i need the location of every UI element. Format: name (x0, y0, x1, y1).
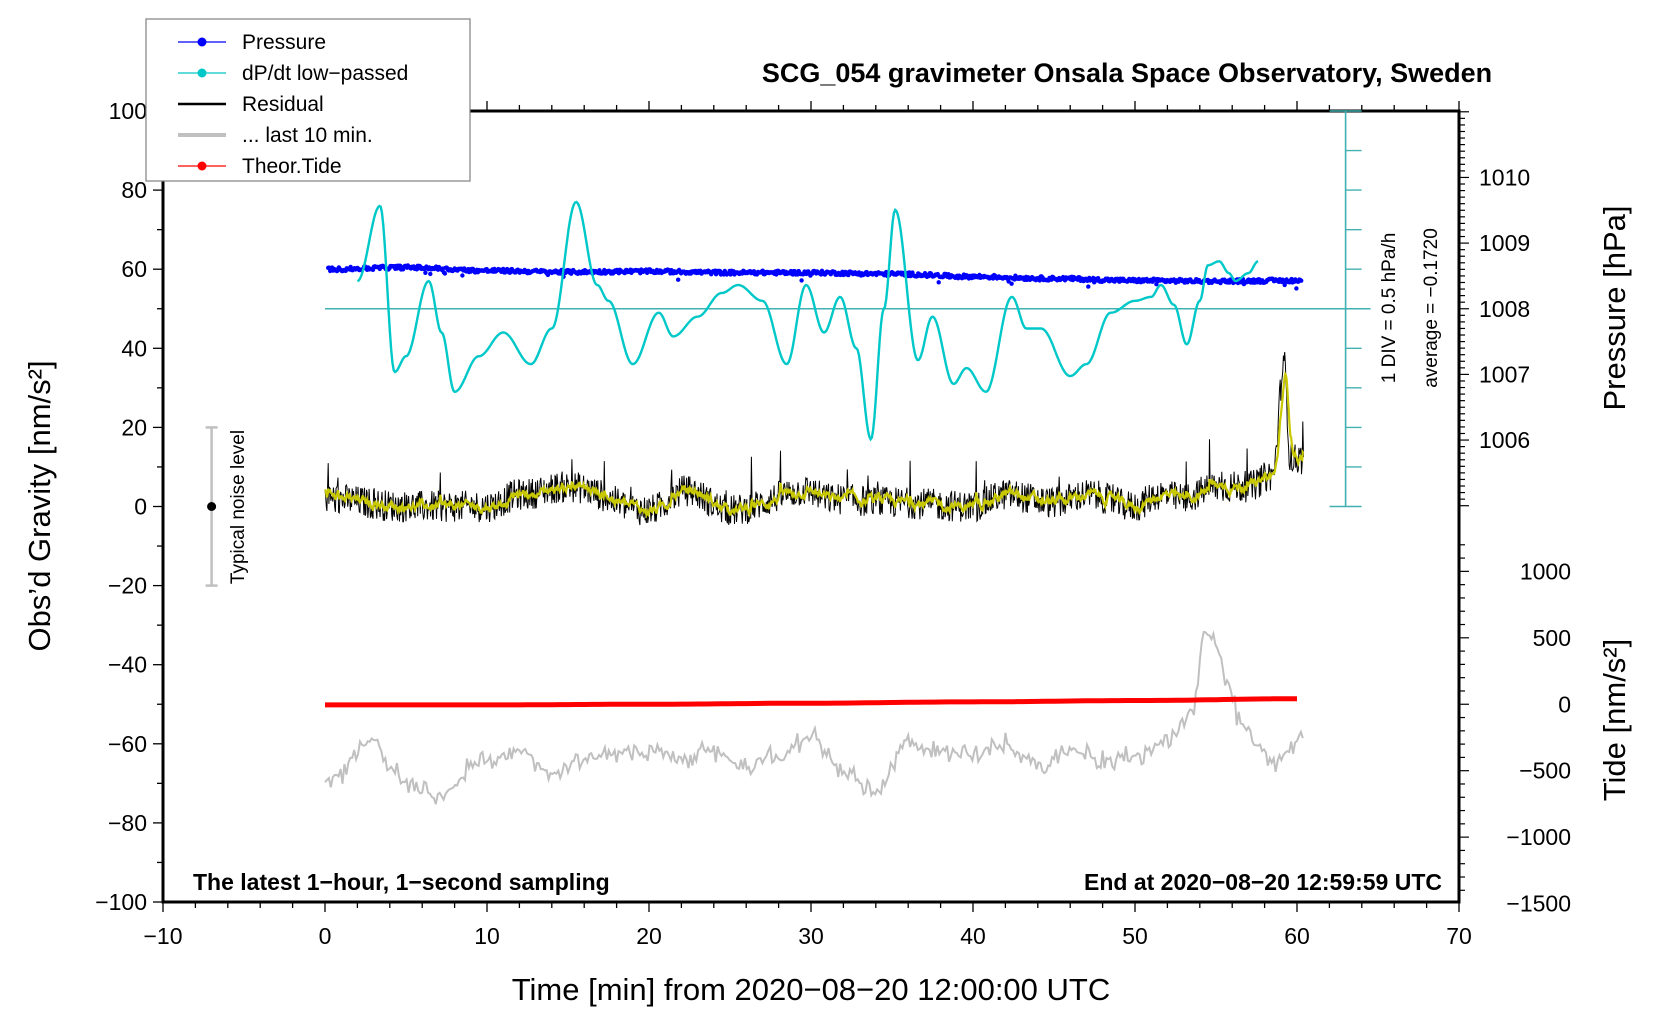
x-tick-label: −10 (143, 923, 182, 949)
y-tick-label: −40 (108, 652, 147, 678)
dpdt-series (356, 200, 1259, 442)
pressure-point (799, 278, 804, 283)
y-tick-label: 20 (121, 414, 147, 440)
y-tick-label: −20 (108, 573, 147, 599)
pressure-point (460, 273, 465, 278)
pressure-point (428, 271, 433, 277)
legend-entry: Residual (178, 93, 324, 116)
y-tick-label: −80 (108, 810, 147, 836)
end-time-annotation: End at 2020−08−20 12:59:59 UTC (1084, 869, 1442, 895)
x-tick-label: 20 (636, 923, 662, 949)
pressure-tick-label: 1008 (1479, 296, 1530, 322)
y-tick-label: 0 (134, 494, 147, 520)
y-tick-label: 100 (109, 98, 147, 124)
dpdt-div-label: 1 DIV = 0.5 hPa/h (1379, 233, 1400, 384)
tide-tick-label: 1000 (1520, 558, 1571, 584)
legend-entry: Theor.Tide (178, 155, 342, 178)
pressure-point (1086, 284, 1091, 289)
last-10-min-series (324, 630, 1304, 805)
tide-tick-label: −1500 (1506, 891, 1571, 917)
dpdt-average-label: average = −0.1720 (1421, 228, 1442, 388)
legend-label: Residual (242, 93, 324, 116)
pressure-tick-label: 1007 (1479, 361, 1530, 387)
pressure-tick-label: 1006 (1479, 427, 1530, 453)
pressure-point (1006, 279, 1011, 284)
x-tick-label: 60 (1284, 923, 1310, 949)
last-10-min-line (324, 630, 1304, 805)
legend-label: dP/dt low−passed (242, 62, 408, 85)
chart-title: SCG_054 gravimeter Onsala Space Observat… (762, 58, 1492, 88)
pressure-axis-label: Pressure [hPa] (1597, 205, 1632, 410)
pressure-point (442, 271, 448, 276)
y-tick-label: −100 (95, 889, 147, 915)
legend-label: ... last 10 min. (242, 124, 373, 147)
pressure-point (1294, 286, 1299, 291)
tide-axis-label: Tide [nm/s²] (1597, 639, 1632, 802)
legend-entry: Pressure (178, 31, 326, 54)
y-axis-left-ticks: 100 80 60 40 20 0 −20 −40 −60 −80 −100 (95, 98, 163, 915)
tide-tick-label: −500 (1519, 758, 1571, 784)
legend-entry: ... last 10 min. (178, 124, 373, 147)
dpdt-reference-layer (325, 110, 1371, 508)
pressure-point (1282, 282, 1287, 288)
pressure-tick-label: 1009 (1479, 230, 1530, 256)
y-tick-label: 80 (121, 177, 147, 203)
x-tick-label: 50 (1122, 923, 1148, 949)
pressure-series (326, 263, 1304, 291)
pressure-point (1299, 278, 1304, 283)
theor-tide-line (325, 696, 1297, 708)
pressure-point (1009, 281, 1014, 286)
pressure-point (423, 270, 428, 275)
legend-swatch-dot (197, 161, 207, 171)
pressure-tick-label: 1010 (1479, 164, 1530, 190)
y-tick-label: 40 (121, 335, 147, 361)
theor-tide-series (325, 696, 1297, 708)
pressure-axis-ticks: 1010 1009 1008 1007 1006 (1459, 111, 1530, 507)
pressure-point (936, 280, 941, 285)
pressure-point (676, 277, 681, 282)
noise-level-label: Typical noise level (228, 430, 249, 584)
x-tick-label: 40 (960, 923, 986, 949)
x-axis-ticks: −10 0 10 20 30 40 50 60 70 (143, 101, 1472, 949)
dpdt-line (356, 200, 1259, 442)
legend-swatch-dot (197, 37, 207, 47)
x-tick-label: 10 (474, 923, 500, 949)
noise-level-indicator (205, 426, 218, 587)
legend: Pressure dP/dt low−passed Residual ... last… (145, 18, 471, 182)
y-axis-left-label: Obs’d Gravity [nm/s²] (22, 360, 57, 651)
tide-tick-label: 500 (1533, 625, 1571, 651)
x-tick-label: 0 (319, 923, 332, 949)
tide-tick-label: −1000 (1506, 824, 1571, 850)
plot-area-frame (161, 109, 1461, 904)
residual-series (324, 351, 1305, 526)
y-tick-label: 60 (121, 256, 147, 282)
legend-label: Theor.Tide (242, 155, 342, 178)
x-tick-label: 30 (798, 923, 824, 949)
sampling-annotation: The latest 1−hour, 1−second sampling (193, 869, 610, 895)
residual-smoothed-line (324, 370, 1305, 519)
legend-label: Pressure (242, 31, 326, 54)
tide-tick-label: 0 (1558, 691, 1571, 717)
legend-entry: dP/dt low−passed (178, 62, 408, 85)
legend-swatch-dot (197, 68, 207, 78)
x-axis-label: Time [min] from 2020−08−20 12:00:00 UTC (512, 972, 1111, 1007)
noise-center-dot (207, 502, 217, 511)
pressure-point (1037, 278, 1042, 283)
x-tick-label: 70 (1446, 923, 1472, 949)
tide-axis-ticks: 1000 500 0 −500 −1000 −1500 (1459, 544, 1571, 917)
y-tick-label: −60 (108, 731, 147, 757)
pressure-point (1154, 282, 1159, 287)
residual-line (324, 351, 1304, 526)
pressure-point (884, 269, 889, 275)
pressure-point (846, 272, 851, 278)
